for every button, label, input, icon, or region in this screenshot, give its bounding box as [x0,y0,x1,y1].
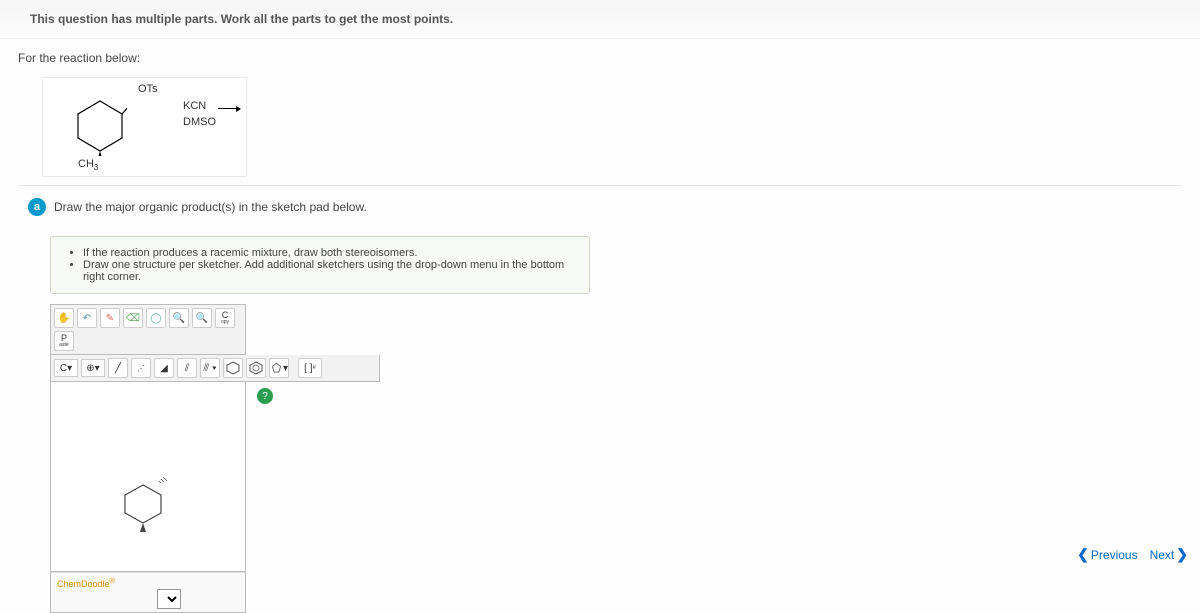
erase-tool[interactable]: ✎ [100,308,120,328]
divider [18,185,1182,186]
previous-button[interactable]: ❮ Previous [1077,546,1137,563]
hash-bond[interactable]: ⫽ [177,358,197,378]
charge-selector[interactable]: ⊕ ▾ [81,359,105,377]
reagent-kcn: KCN [183,100,206,112]
atom-selector[interactable]: C ▾ [54,359,78,377]
nav-buttons: ❮ Previous Next ❯ [1077,546,1188,563]
cyclohexane-tool[interactable] [223,358,243,378]
hint-1: If the reaction produces a racemic mixtu… [83,247,575,259]
part-instruction: Draw the major organic product(s) in the… [54,200,367,214]
sketch-canvas[interactable]: ? [50,382,246,572]
ch3-label: CH3 [78,158,98,172]
add-sketcher-dropdown[interactable] [157,589,181,609]
benzene-tool[interactable] [246,358,266,378]
hint-2: Draw one structure per sketcher. Add add… [83,259,575,283]
single-bond[interactable]: ╱ [108,358,128,378]
zoom-in-tool[interactable]: 🔍 [169,308,189,328]
wedge-bond[interactable]: ◢ [154,358,174,378]
drawn-molecule[interactable] [121,477,171,536]
reaction-scheme: OTs KCN DMSO CH3 [42,77,247,177]
multipart-note: This question has multiple parts. Work a… [0,0,1200,39]
chevron-left-icon: ❮ [1077,546,1089,563]
hint-box: If the reaction produces a racemic mixtu… [50,236,590,294]
prompt-text: For the reaction below: [0,39,1200,73]
chevron-right-icon: ❯ [1176,546,1188,563]
clear-tool[interactable]: ⌫ [123,308,143,328]
zoom-out-tool[interactable]: 🔍 [192,308,212,328]
toolbar-row-1: ✋ ↶ ✎ ⌫ ◯ 🔍 🔍 Copy Paste [50,304,246,355]
reaction-arrow [218,108,240,109]
double-bond[interactable]: ⫻ ▾ [200,358,220,378]
part-badge: a [28,198,46,216]
ots-label: OTs [138,83,158,95]
bracket-tool[interactable]: [ ]# [298,358,322,378]
next-button[interactable]: Next ❯ [1150,546,1188,563]
help-icon[interactable]: ? [257,388,273,404]
dashed-bond[interactable]: ⋰ [131,358,151,378]
copy-tool[interactable]: Copy [215,308,235,328]
lasso-tool[interactable]: ◯ [146,308,166,328]
reagent-dmso: DMSO [183,116,216,128]
part-a-row: a Draw the major organic product(s) in t… [0,192,1200,222]
undo-tool[interactable]: ↶ [77,308,97,328]
canvas-footer: ChemDoodle® [50,572,246,613]
ring-tool[interactable]: ▾ [269,358,289,378]
sketcher[interactable]: ✋ ↶ ✎ ⌫ ◯ 🔍 🔍 Copy Paste C ▾ ⊕ ▾ ╱ ⋰ ◢ ⫽… [50,304,380,613]
paste-tool[interactable]: Paste [54,331,74,351]
toolbar-row-2: C ▾ ⊕ ▾ ╱ ⋰ ◢ ⫽ ⫻ ▾ ▾ [ ]# [50,355,380,382]
reactant-ring [73,98,127,159]
hand-tool[interactable]: ✋ [54,308,74,328]
